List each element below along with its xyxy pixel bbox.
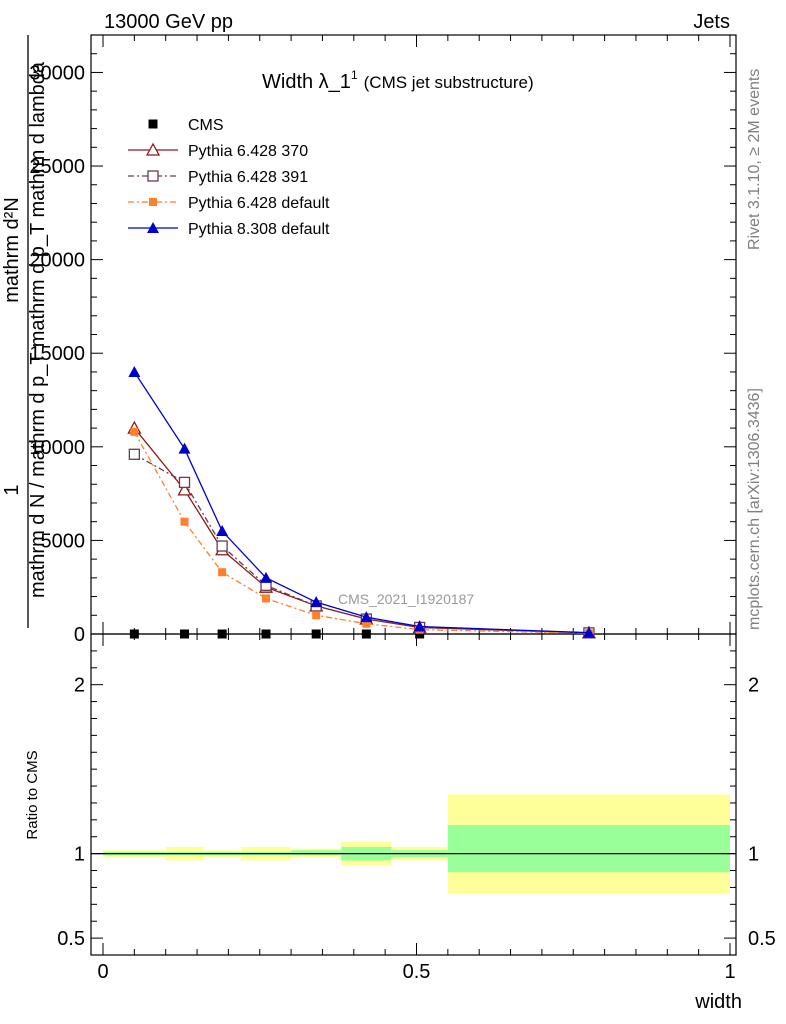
data-point-py391: [178, 476, 191, 489]
y-tick-label-main: 5000: [41, 530, 86, 552]
legend-item-cms: CMS: [148, 117, 224, 134]
legend-item-py8: Pythia 8.308 default: [128, 221, 330, 238]
y-tick-label-main: 10000: [29, 437, 85, 459]
ratio-band-inner: [291, 850, 342, 856]
ratio-band-inner: [447, 824, 730, 873]
legend-marker-py8: [147, 222, 159, 233]
y-tick-label-ratio-right: 0.5: [748, 928, 776, 950]
data-point-cms: [311, 629, 321, 639]
series-py8: [128, 365, 595, 638]
plot-title-main: Width λ_1: [262, 71, 351, 93]
legend-marker-cms: [148, 119, 158, 129]
axis-tick-labels: 0 5000 10000 15000 20000 25000 30000 0.5 0.5 1 1 2 2…: [29, 62, 775, 983]
ylabel-numerator: mathrm d²N: [1, 197, 23, 303]
data-point-pydef: [130, 427, 139, 436]
data-point-pydef: [218, 568, 227, 577]
rivet-label: Rivet 3.1.10, ≥ 2M events: [746, 69, 763, 250]
legend: CMS Pythia 6.428 370 Pythia 6.428 391 Pythi…: [128, 117, 330, 238]
legend-label-py370: Pythia 6.428 370: [188, 143, 308, 160]
header-right: Jets: [693, 11, 730, 33]
y-tick-label-ratio: 2: [74, 675, 85, 697]
data-point-cms: [415, 629, 425, 639]
data-point-py370: [177, 482, 192, 496]
data-point-py391: [216, 540, 228, 552]
series-layer: [127, 365, 597, 639]
y-tick-label-ratio-right: 2: [748, 675, 759, 697]
y-tick-label-main: 15000: [29, 343, 85, 365]
plot-title-sup: 1: [351, 68, 358, 82]
legend-item-py370: Pythia 6.428 370: [128, 142, 308, 160]
legend-marker-pydef: [149, 198, 157, 206]
legend-item-py391: Pythia 6.428 391: [128, 169, 308, 186]
data-point-py8: [413, 620, 426, 632]
data-point-py8: [360, 611, 373, 623]
data-point-py8: [216, 525, 229, 537]
data-point-cms: [361, 629, 371, 639]
x-tick-label: 0.5: [403, 961, 431, 983]
data-point-py8: [128, 365, 141, 377]
data-point-py8: [582, 626, 595, 638]
y-tick-label-main: 0: [74, 624, 85, 646]
data-point-cms: [129, 629, 139, 639]
legend-marker-py370: [145, 142, 161, 156]
mcplots-label: mcplots.cern.ch [arXiv:1306.3436]: [746, 388, 763, 630]
analysis-watermark: CMS_2021_I1920187: [338, 591, 474, 607]
data-point-py391: [128, 448, 141, 460]
data-point-py8: [178, 442, 191, 454]
legend-marker-py391: [147, 170, 159, 182]
plot-title-sub: (CMS jet substructure): [364, 73, 534, 92]
legend-label-pydef: Pythia 6.428 default: [188, 195, 330, 212]
legend-label-cms: CMS: [188, 117, 224, 134]
y-tick-label-main: 20000: [29, 250, 85, 272]
legend-label-py391: Pythia 6.428 391: [188, 169, 308, 186]
ratio-bands: [103, 794, 730, 895]
y-tick-label-main: 30000: [29, 62, 85, 84]
data-point-cms: [261, 629, 271, 639]
data-point-cms: [217, 629, 227, 639]
xlabel: width: [694, 991, 742, 1013]
y-tick-label-ratio: 0.5: [57, 928, 85, 950]
data-point-pydef: [262, 594, 271, 603]
data-point-pydef: [362, 619, 371, 628]
x-tick-label: 1: [724, 961, 735, 983]
y-tick-label-ratio: 1: [74, 844, 85, 866]
series-line-py8: [133, 371, 589, 634]
y-tick-label-main: 25000: [29, 156, 85, 178]
data-point-cms: [180, 629, 190, 639]
ylabel-ratio: Ratio to CMS: [24, 750, 41, 839]
ylabel-denominator: mathrm d N / mathrm d p_T mathrm d p_T m…: [27, 61, 49, 598]
data-point-py8: [310, 596, 323, 608]
y-tick-label-ratio-right: 1: [748, 844, 759, 866]
data-point-pydef: [312, 611, 321, 620]
series-py391: [128, 448, 595, 639]
series-line-py391: [134, 453, 589, 634]
ratio-frame: [90, 633, 737, 956]
ylabel-one: 1: [1, 484, 23, 495]
legend-item-pydef: Pythia 6.428 default: [128, 195, 330, 212]
plot-title: Width λ_11 (CMS jet substructure): [262, 68, 534, 93]
x-tick-label: 0: [97, 961, 108, 983]
legend-label-py8: Pythia 8.308 default: [188, 221, 330, 238]
data-point-py8: [260, 571, 273, 583]
header-left: 13000 GeV pp: [104, 11, 233, 33]
series-line-pydef: [133, 431, 589, 634]
data-point-pydef: [180, 517, 189, 526]
